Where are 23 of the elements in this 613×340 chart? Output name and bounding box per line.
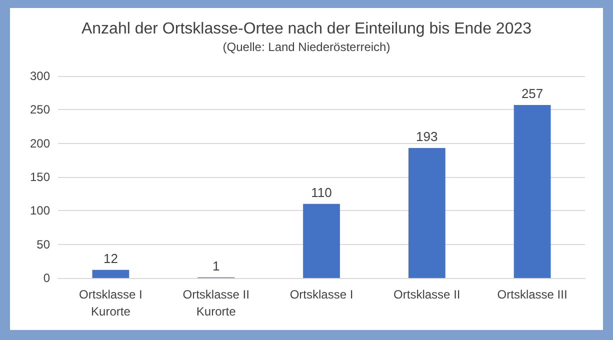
data-label: 193 <box>416 129 438 144</box>
data-label: 1 <box>212 258 220 274</box>
bar <box>514 104 551 278</box>
bar <box>303 204 340 278</box>
chart-title: Anzahl der Ortsklasse-Ortee nach der Einteilung bis Ende 2023 <box>81 20 532 38</box>
y-tick-label: 200 <box>30 136 50 150</box>
y-tick-label: 250 <box>30 102 50 117</box>
y-tick-label: 150 <box>30 170 50 184</box>
data-label: 257 <box>521 86 544 101</box>
y-tick-label: 100 <box>30 204 50 218</box>
x-tick-label: Ortsklasse II <box>394 288 460 302</box>
data-label: 110 <box>311 184 332 200</box>
bar <box>92 270 130 278</box>
x-tick-label: Ortsklasse II Kurorte <box>182 288 250 318</box>
chart-subtitle: (Quelle: Land Niederösterreich) <box>222 40 390 54</box>
x-tick-label: Ortsklasse III <box>497 288 568 302</box>
bar <box>408 148 446 278</box>
y-tick-label: 50 <box>36 237 50 252</box>
data-label: 12 <box>103 250 118 266</box>
y-tick-label: 0 <box>43 271 50 285</box>
x-tick-label: Ortsklasse I Kurorte <box>79 288 142 318</box>
x-tick-label: Ortsklasse I <box>290 288 354 302</box>
y-tick-label: 300 <box>30 69 50 83</box>
